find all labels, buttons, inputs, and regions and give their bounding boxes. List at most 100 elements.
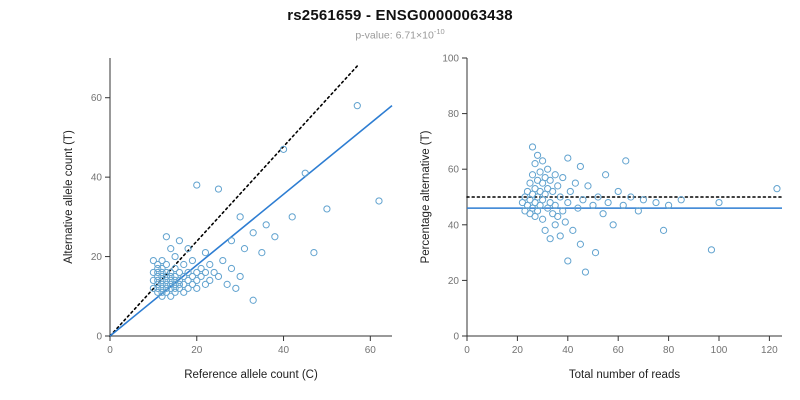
data-point (206, 276, 214, 284)
data-point (604, 198, 612, 207)
x-tick-label: 0 (107, 345, 113, 356)
x-tick-label: 40 (562, 345, 574, 356)
data-point (158, 292, 166, 300)
data-point (227, 237, 236, 245)
data-point (154, 276, 162, 284)
data-point (614, 187, 622, 196)
data-point (609, 221, 617, 229)
data-point (559, 173, 567, 182)
data-point (564, 257, 572, 265)
y-tick-label: 40 (448, 220, 460, 231)
data-point (149, 256, 157, 265)
data-point (154, 272, 162, 281)
data-point (188, 272, 197, 281)
data-point (310, 249, 318, 257)
data-point (193, 284, 201, 292)
figure-title: rs2561659 - ENSG00000063438 (287, 7, 513, 24)
data-point (158, 280, 166, 288)
data-point (193, 268, 201, 277)
data-point (561, 218, 569, 226)
data-point (249, 296, 257, 304)
right-panel-percentage-scatter: 0 20 40 60 80 100 120 0 20 40 60 80 100 Total number … (420, 54, 783, 381)
data-point (162, 268, 171, 277)
data-point (539, 215, 547, 223)
y-tick-label: 60 (448, 165, 460, 176)
y-tick-label: 60 (91, 93, 103, 104)
data-point (158, 256, 166, 265)
axes: 0 20 40 60 80 100 120 0 20 40 60 80 100 (442, 54, 782, 356)
y-tick-label: 20 (448, 276, 460, 287)
data-point (584, 182, 592, 190)
data-point (602, 171, 610, 179)
data-point (546, 235, 554, 243)
y-tick-label: 20 (91, 252, 103, 263)
data-point (223, 280, 231, 288)
data-point (581, 268, 590, 276)
data-point (180, 260, 188, 269)
left-panel-allele-count-scatter: 0 20 40 60 0 20 40 60 Reference allele count (C)… (63, 58, 393, 381)
data-point (236, 272, 244, 281)
data-point (556, 193, 564, 201)
data-point (551, 171, 559, 179)
data-point (171, 252, 179, 261)
data-point (594, 193, 602, 201)
data-point (554, 182, 562, 190)
pvalue-text: p-value: 6.71×10 (355, 29, 434, 42)
data-point (279, 145, 288, 153)
data-point (154, 280, 162, 288)
x-tick-label: 0 (464, 345, 470, 356)
x-tick-label: 40 (278, 345, 290, 356)
data-point (154, 268, 162, 277)
data-point (162, 272, 171, 281)
data-point (201, 249, 210, 257)
data-point (175, 280, 184, 288)
data-point (323, 205, 331, 213)
data-point (167, 292, 175, 300)
data-point (167, 284, 175, 292)
x-tick-label: 20 (512, 345, 524, 356)
data-point (639, 196, 647, 204)
data-point (167, 276, 175, 284)
data-point (175, 276, 184, 284)
data-point (154, 288, 162, 296)
data-point (665, 201, 673, 209)
data-point (541, 226, 549, 234)
data-point (353, 102, 361, 110)
data-point (627, 193, 635, 201)
data-point (227, 264, 236, 273)
data-point (158, 284, 166, 292)
data-point (551, 201, 559, 209)
data-point (171, 288, 179, 296)
data-point (162, 260, 171, 269)
x-tick-label: 60 (365, 345, 377, 356)
data-point (184, 245, 192, 253)
y-tick-label: 80 (448, 109, 460, 120)
data-point (536, 168, 544, 176)
data-point (171, 264, 179, 273)
y-tick-label: 0 (453, 332, 459, 343)
data-point (149, 276, 157, 284)
x-tick-label: 100 (711, 345, 728, 356)
data-point (167, 272, 175, 281)
data-point (184, 276, 192, 284)
y-tick-label: 100 (442, 54, 459, 65)
data-point (288, 213, 296, 221)
data-point (154, 260, 162, 269)
data-point (589, 201, 597, 209)
data-point (571, 179, 579, 187)
data-point (619, 201, 627, 209)
data-point (539, 157, 547, 165)
pvalue-exponent: -10 (433, 27, 445, 36)
data-point (158, 276, 166, 284)
data-point (528, 171, 537, 179)
data-point (180, 288, 188, 296)
data-point (528, 143, 537, 151)
data-point (599, 210, 607, 218)
data-point (175, 268, 184, 277)
data-points (518, 143, 781, 276)
data-point (591, 249, 600, 257)
data-point (249, 229, 257, 237)
reference-lines (109, 65, 393, 337)
data-point (576, 240, 584, 248)
